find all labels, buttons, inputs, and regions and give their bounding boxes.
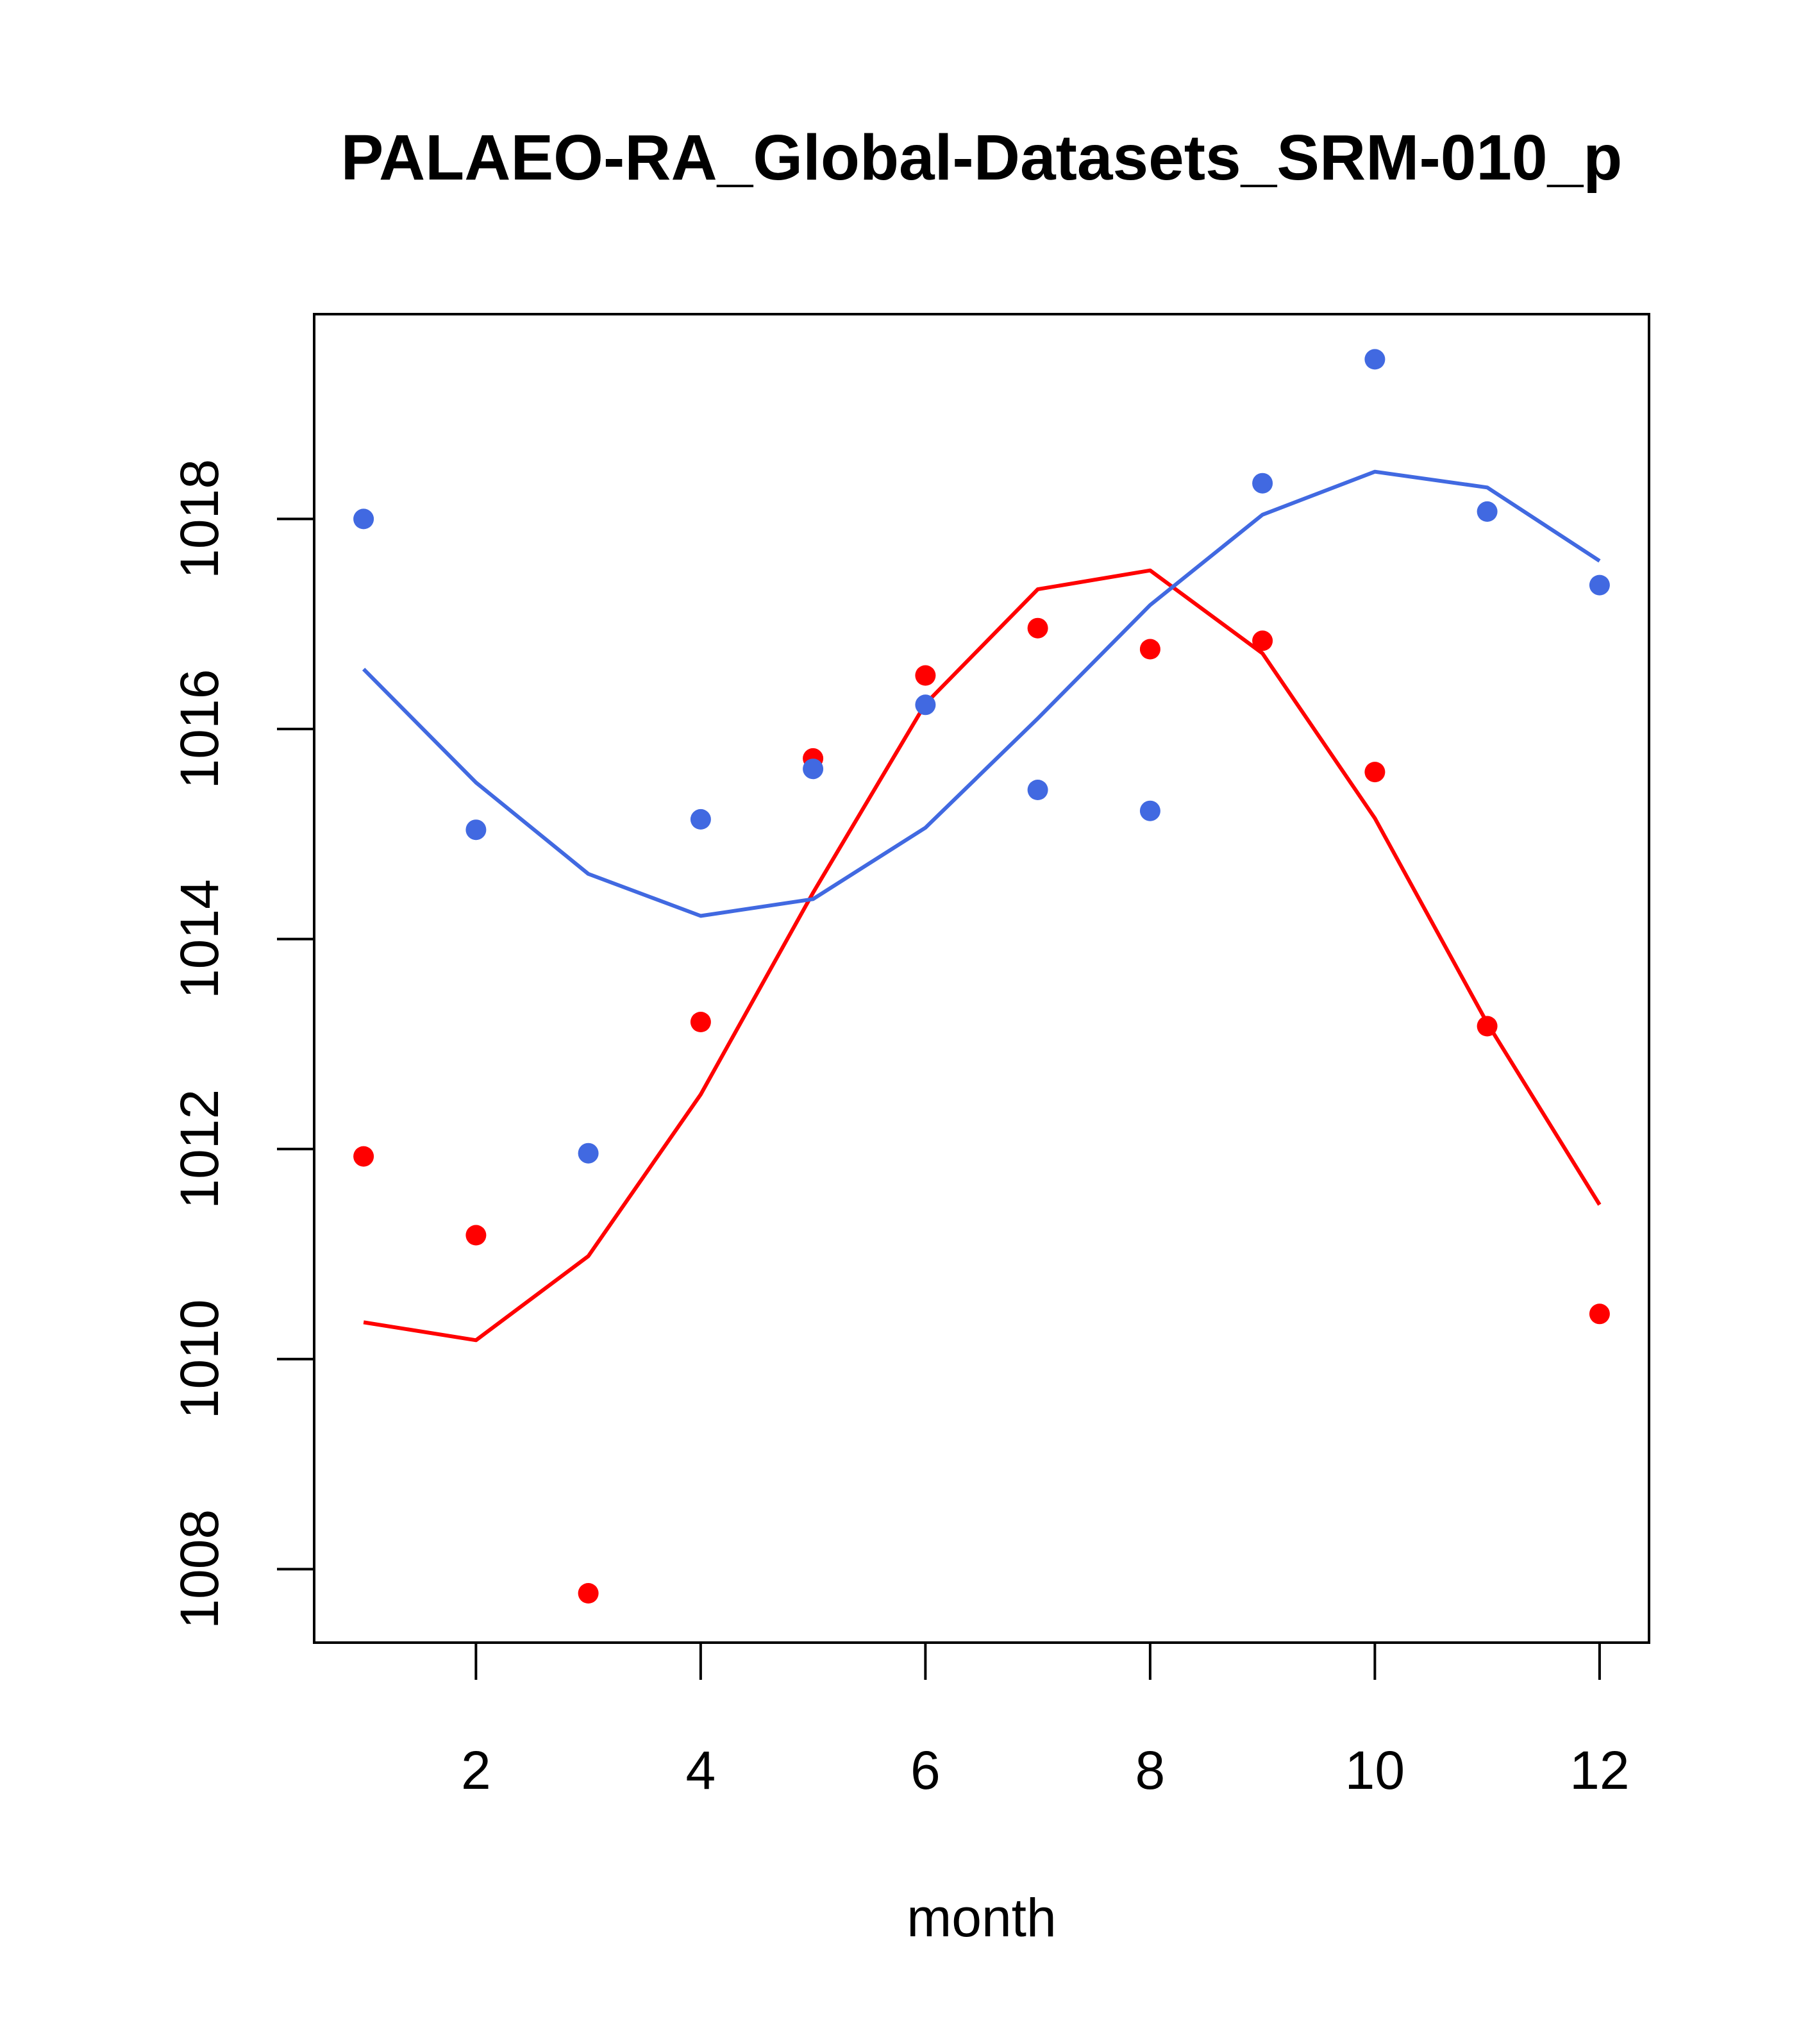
x-tick-label: 2: [461, 1740, 491, 1800]
data-point-blue: [915, 694, 936, 716]
x-tick-label: 10: [1345, 1740, 1405, 1800]
series-line-blue: [362, 469, 1601, 918]
data-point-red: [1139, 639, 1160, 660]
data-point-red: [578, 1583, 599, 1604]
y-tick-label: 1008: [169, 1509, 230, 1629]
x-axis: 2 4 6 8 10 12: [461, 1641, 1630, 1800]
data-point-blue: [353, 508, 374, 530]
data-point-blue: [1027, 780, 1048, 800]
data-point-blue: [803, 758, 824, 780]
data-point-red: [690, 1012, 711, 1032]
y-tick-label: 1014: [169, 879, 230, 999]
series-lines: [362, 469, 1602, 1343]
data-point-blue: [465, 819, 487, 841]
data-point-red: [1477, 1016, 1498, 1037]
data-point-blue: [690, 808, 711, 830]
x-tick-label: 8: [1135, 1740, 1166, 1800]
y-tick-label: 1010: [169, 1299, 230, 1419]
data-point-blue: [1364, 349, 1386, 370]
data-point-red: [1252, 630, 1273, 651]
data-point-blue: [1139, 800, 1160, 821]
y-tick-label: 1012: [169, 1089, 230, 1209]
series-points: [353, 349, 1610, 1604]
data-point-red: [353, 1146, 374, 1167]
x-tick-label: 4: [686, 1740, 716, 1800]
y-axis: 1008 1010 1012 1014 1016 1018: [169, 459, 315, 1629]
chart-title: PALAEO-RA_Global-Datasets_SRM-010_p: [341, 122, 1623, 194]
y-tick-label: 1016: [169, 669, 230, 789]
data-point-red: [1364, 762, 1386, 783]
x-tick-label: 12: [1570, 1740, 1629, 1800]
y-tick-label: 1018: [169, 459, 230, 579]
x-axis-label: month: [907, 1888, 1056, 1948]
data-point-blue: [1589, 574, 1610, 596]
data-point-red: [1589, 1303, 1610, 1325]
data-point-red: [915, 665, 936, 686]
data-point-red: [1027, 617, 1048, 639]
data-point-blue: [1477, 501, 1498, 522]
data-point-blue: [578, 1143, 599, 1164]
data-point-red: [465, 1225, 487, 1246]
x-tick-label: 6: [910, 1740, 941, 1800]
series-line-red: [363, 568, 1602, 1343]
data-point-blue: [1252, 473, 1273, 494]
